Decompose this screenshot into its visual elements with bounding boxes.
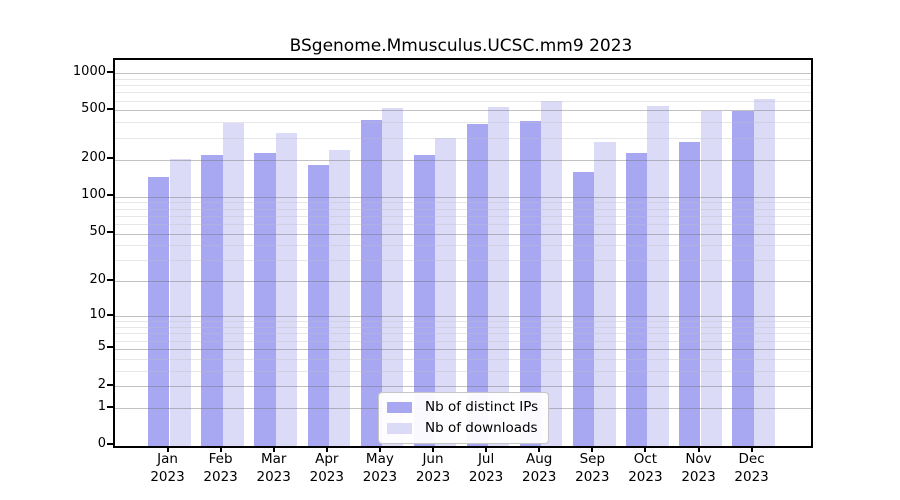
bar-downloads-oct [647, 106, 669, 446]
x-tick-mark-jan [166, 446, 169, 452]
y-tick-label-1: 1 [97, 398, 106, 414]
y-tick-label-2: 2 [97, 376, 106, 392]
bar-distinct-ips-mar [254, 152, 276, 446]
x-tick-mark-apr [325, 446, 328, 452]
y-tick-label-10: 10 [89, 306, 106, 322]
x-tick-mark-jun [432, 446, 434, 452]
x-label-month-apr: Apr [315, 451, 339, 467]
x-label-year-jun: 2023 [415, 469, 451, 485]
y-tick-label-100: 100 [81, 187, 106, 203]
bar-downloads-nov [700, 110, 722, 446]
bar-downloads-mar [275, 132, 297, 446]
x-tick-mark-jul [485, 446, 488, 452]
bar-distinct-ips-nov [679, 141, 701, 446]
bar-downloads-sep [594, 141, 616, 446]
bar-distinct-ips-oct [626, 153, 648, 446]
bar-distinct-ips-feb [201, 155, 223, 446]
y-tick-label-20: 20 [89, 271, 106, 287]
y-tick-mark-100 [107, 194, 113, 197]
legend-label-downloads: Nb of downloads [425, 420, 538, 436]
x-label-month-nov: Nov [685, 451, 712, 467]
bar-distinct-ips-aug [519, 120, 542, 446]
y-tick-label-5: 5 [97, 339, 106, 355]
y-tick-mark-50 [107, 231, 113, 234]
bar-distinct-ips-may [360, 120, 382, 446]
x-label-month-mar: Mar [260, 451, 287, 467]
bar-distinct-ips-jan [148, 177, 170, 446]
x-tick-mark-dec [750, 446, 753, 452]
x-label-month-aug: Aug [526, 451, 553, 467]
chart-title: BSgenome.Mmusculus.UCSC.mm9 2023 [289, 36, 633, 56]
y-tick-mark-0 [107, 443, 113, 445]
x-tick-mark-mar [272, 446, 275, 452]
y-tick-mark-500 [107, 107, 113, 110]
bar-distinct-ips-sep [573, 172, 595, 446]
x-label-month-feb: Feb [208, 451, 233, 467]
x-label-year-aug: 2023 [522, 469, 557, 485]
x-label-month-oct: Oct [633, 451, 658, 467]
plot-area: Nb of distinct IPs Nb of downloads [113, 58, 813, 448]
x-label-year-oct: 2023 [628, 469, 663, 485]
y-tick-label-0: 0 [97, 436, 106, 451]
bar-distinct-ips-jul [466, 123, 489, 446]
x-label-year-apr: 2023 [309, 469, 344, 485]
x-tick-mark-nov [697, 446, 700, 452]
x-label-year-sep: 2023 [575, 469, 610, 485]
y-tick-label-500: 500 [81, 100, 106, 116]
bar-downloads-jul [488, 106, 510, 446]
x-label-month-jul: Jul [477, 451, 495, 467]
x-label-month-jan: Jan [157, 451, 178, 467]
legend-item-distinct-ips: Nb of distinct IPs [387, 398, 538, 416]
y-tick-mark-5 [107, 346, 113, 349]
y-tick-label-50: 50 [89, 224, 106, 240]
legend-swatch-distinct-ips [387, 401, 412, 413]
x-tick-mark-aug [538, 446, 541, 452]
y-tick-mark-1 [107, 405, 113, 408]
bars-layer [115, 60, 811, 446]
bar-downloads-apr [328, 149, 351, 446]
x-label-year-may: 2023 [362, 469, 398, 485]
bar-distinct-ips-jun [413, 155, 435, 446]
x-label-year-mar: 2023 [256, 469, 291, 485]
x-tick-mark-oct [644, 446, 647, 452]
legend: Nb of distinct IPs Nb of downloads [378, 392, 550, 444]
bar-downloads-jan [169, 159, 191, 446]
bar-downloads-feb [222, 122, 244, 446]
legend-label-distinct-ips: Nb of distinct IPs [425, 399, 539, 415]
x-label-year-feb: 2023 [203, 469, 238, 485]
x-label-month-may: May [365, 451, 394, 467]
x-tick-mark-may [378, 446, 381, 452]
x-label-year-jan: 2023 [150, 469, 185, 485]
bar-downloads-dec [753, 98, 775, 446]
x-label-year-nov: 2023 [681, 469, 716, 485]
x-label-month-sep: Sep [579, 451, 606, 467]
x-label-year-dec: 2023 [734, 469, 769, 485]
legend-item-downloads: Nb of downloads [387, 419, 538, 437]
legend-swatch-downloads [387, 422, 412, 434]
x-label-month-dec: Dec [738, 451, 765, 467]
bar-distinct-ips-dec [732, 110, 754, 446]
y-tick-mark-1000 [107, 70, 113, 73]
y-tick-label-1000: 1000 [72, 63, 106, 79]
y-tick-label-200: 200 [81, 150, 106, 166]
bar-downloads-aug [541, 100, 563, 446]
y-tick-mark-10 [107, 313, 113, 316]
bar-downloads-jun [435, 138, 457, 446]
bar-distinct-ips-apr [307, 164, 329, 446]
x-tick-mark-sep [591, 446, 594, 452]
bar-downloads-may [381, 108, 404, 446]
y-tick-mark-2 [107, 383, 113, 386]
x-tick-mark-feb [219, 446, 222, 452]
y-tick-mark-200 [107, 157, 113, 160]
x-label-month-jun: Jun [422, 451, 444, 467]
x-label-year-jul: 2023 [468, 469, 504, 485]
y-tick-mark-20 [107, 278, 113, 281]
